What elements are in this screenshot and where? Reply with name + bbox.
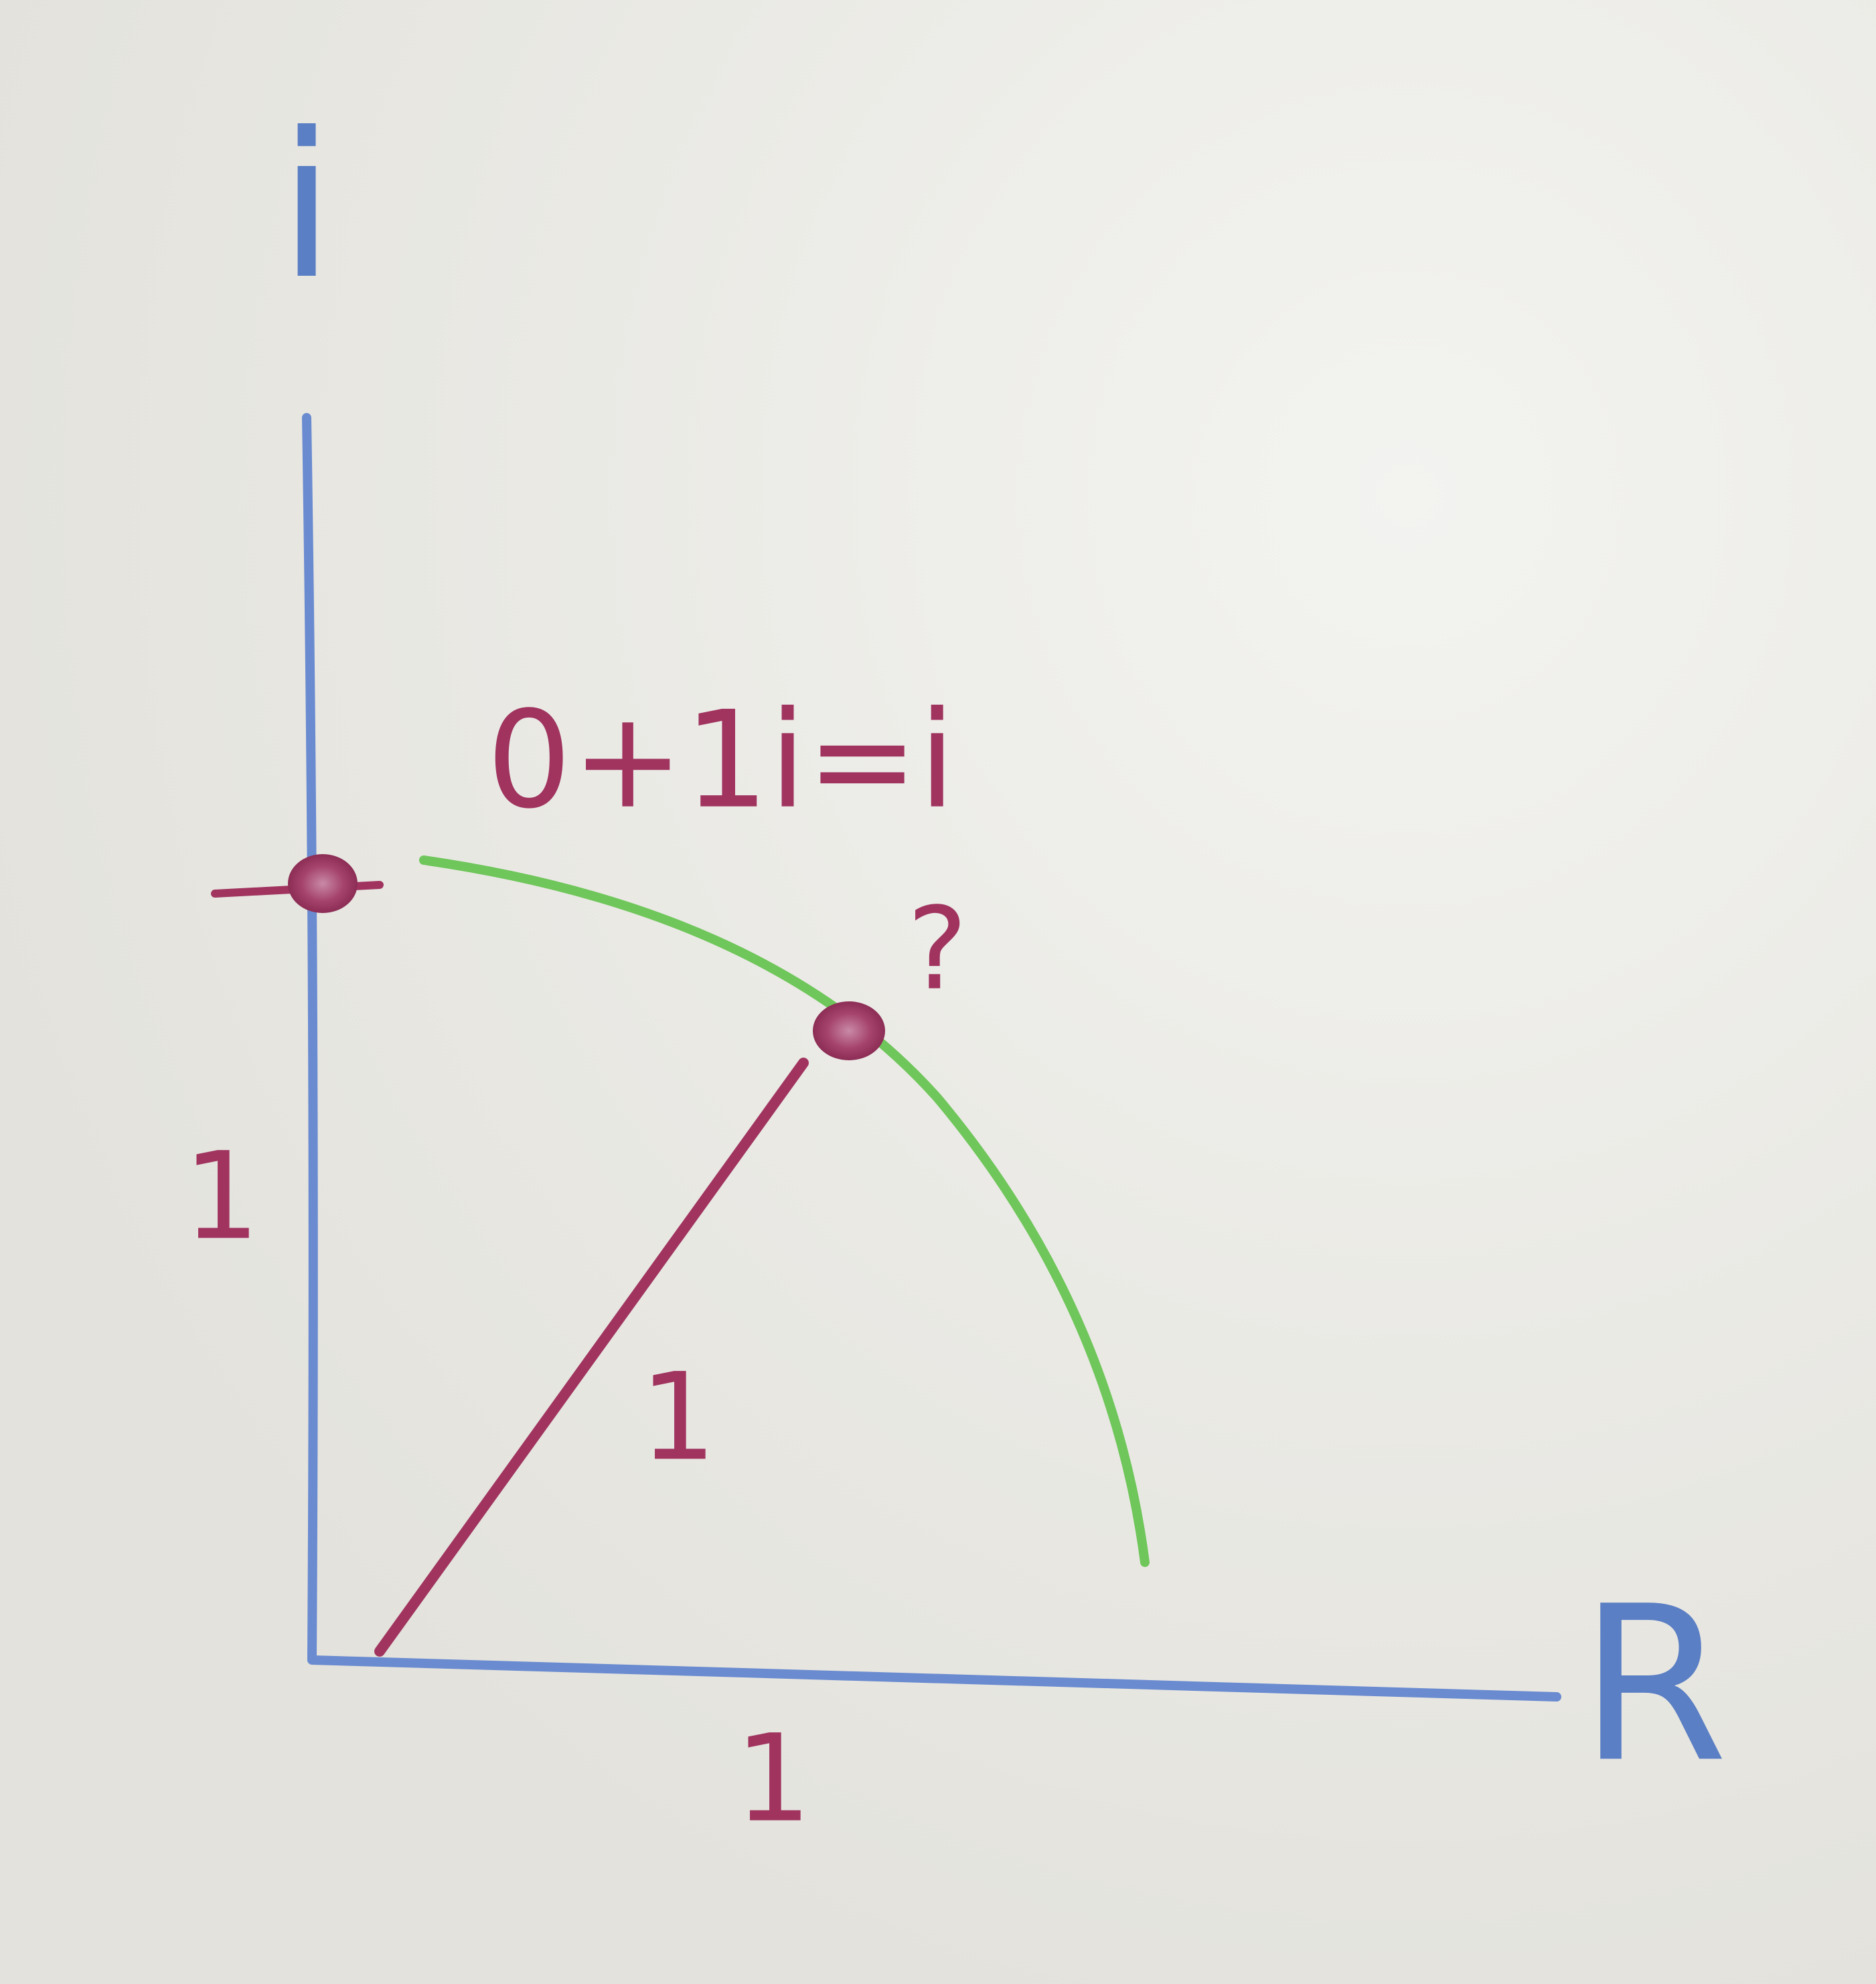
unit-label: 1 (640, 1347, 717, 1487)
question-mark: ? (907, 883, 967, 1015)
real-axis (307, 1655, 1561, 1702)
unit-label: 1 (183, 1127, 260, 1266)
y-axis-label: i (279, 90, 334, 323)
x-axis-label: R (1579, 1561, 1728, 1810)
unit-arc (419, 855, 1150, 1567)
unit-label: 1 (735, 1709, 812, 1849)
point-i (288, 854, 358, 913)
imaginary-axis (302, 413, 318, 1663)
point-on-arc (813, 1001, 885, 1060)
radius-line (374, 1058, 809, 1657)
equation: 0+1i=i (487, 683, 956, 839)
